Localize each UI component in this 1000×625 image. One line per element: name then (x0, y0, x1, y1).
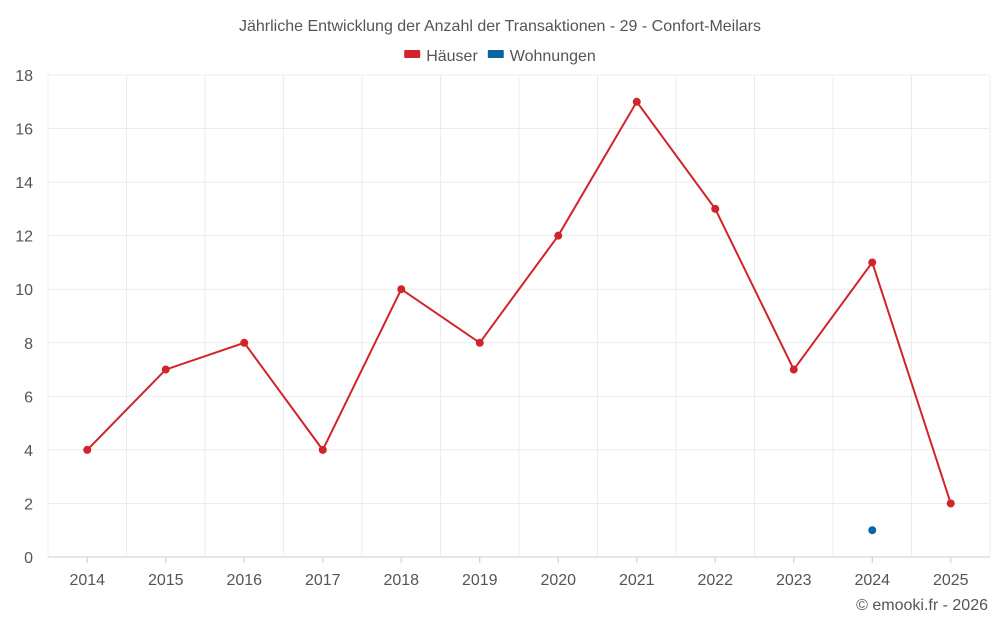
x-tick-label: 2024 (854, 572, 890, 589)
y-tick-label: 0 (24, 550, 33, 567)
series-line (86, 99, 952, 504)
legend-label: Häuser (426, 48, 478, 65)
x-tick-label: 2018 (383, 572, 419, 589)
y-tick-label: 14 (15, 175, 33, 192)
y-tick-label: 6 (24, 389, 33, 406)
legend[interactable]: Häuser Wohnungen (404, 48, 596, 65)
legend-swatch (404, 50, 421, 58)
y-tick-label: 10 (15, 282, 33, 299)
data-point[interactable] (83, 445, 92, 454)
x-tick-label: 2023 (776, 572, 812, 589)
data-point[interactable] (397, 285, 406, 294)
data-point[interactable] (868, 258, 877, 267)
y-tick-label: 12 (15, 229, 33, 246)
legend-item-0[interactable]: Häuser (404, 48, 478, 65)
data-point[interactable] (711, 204, 720, 213)
y-tick-label: 2 (24, 496, 33, 513)
x-tick-label: 2022 (697, 572, 733, 589)
plot-area (83, 97, 955, 535)
x-tick-label: 2025 (933, 572, 969, 589)
data-point[interactable] (946, 499, 955, 508)
legend-label: Wohnungen (510, 48, 596, 65)
series-1 (868, 526, 877, 535)
x-tick-label: 2014 (69, 572, 105, 589)
x-tick-label: 2020 (540, 572, 576, 589)
legend-swatch (487, 50, 504, 58)
data-point[interactable] (318, 445, 327, 454)
y-tick-label: 18 (15, 68, 33, 85)
data-point[interactable] (554, 231, 563, 240)
x-tick-label: 2016 (226, 572, 262, 589)
x-tick-label: 2017 (305, 572, 341, 589)
chart-title: Jährliche Entwicklung der Anzahl der Tra… (239, 18, 761, 35)
data-point[interactable] (868, 526, 877, 535)
y-tick-label: 16 (15, 122, 33, 139)
grid (47, 74, 991, 558)
y-tick-label: 8 (24, 336, 33, 353)
x-tick-label: 2019 (462, 572, 498, 589)
data-point[interactable] (240, 338, 249, 347)
data-point[interactable] (161, 365, 170, 374)
y-axis: 0 2 4 6 8 10 12 14 16 18 (15, 68, 33, 567)
series-0 (83, 97, 955, 508)
x-tick-label: 2021 (619, 572, 655, 589)
data-point[interactable] (632, 97, 641, 106)
data-point[interactable] (475, 338, 484, 347)
credit-text: © emooki.fr - 2026 (856, 597, 988, 614)
x-axis: 2014 2015 2016 2017 2018 2019 2020 2021 2022 2023… (69, 557, 969, 589)
x-tick-label: 2015 (148, 572, 184, 589)
y-tick-label: 4 (24, 443, 33, 460)
legend-item-1[interactable]: Wohnungen (487, 48, 596, 65)
data-point[interactable] (789, 365, 798, 374)
